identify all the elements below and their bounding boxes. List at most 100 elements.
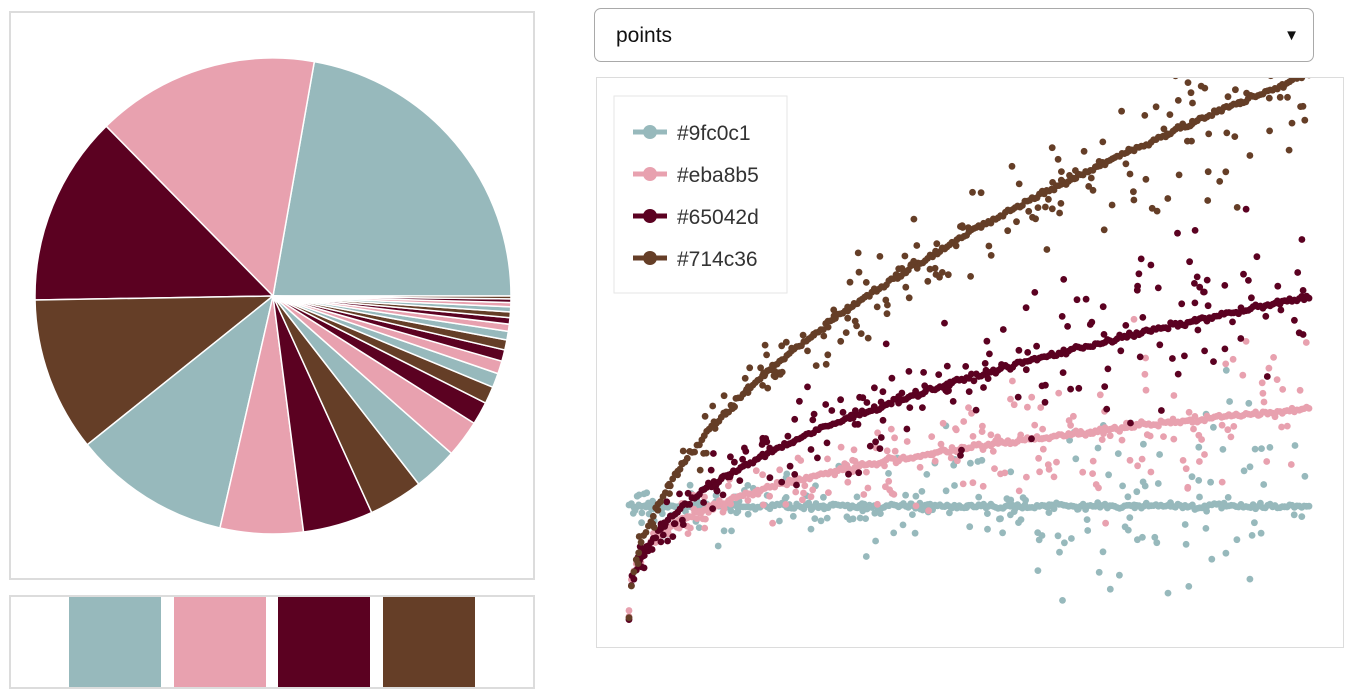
scatter-point xyxy=(760,501,767,509)
scatter-point xyxy=(962,363,970,370)
pie-slice-2[interactable] xyxy=(105,57,316,298)
scatter-point xyxy=(1151,533,1159,541)
scatter-point xyxy=(883,447,891,455)
scatter-point xyxy=(1089,186,1097,194)
scatter-point xyxy=(890,529,898,537)
scatter-point xyxy=(635,549,643,557)
scatter-point xyxy=(895,265,903,273)
scatter-point xyxy=(846,278,854,286)
scatter-point xyxy=(1246,463,1254,471)
scatter-point xyxy=(1126,170,1134,178)
scatter-point xyxy=(837,443,845,451)
scatter-point xyxy=(923,471,931,478)
scatter-point xyxy=(1068,535,1075,542)
scatter-point xyxy=(1054,155,1062,163)
scatter-point xyxy=(855,268,863,276)
scatter-point xyxy=(761,372,768,380)
scatter-point xyxy=(1126,456,1134,464)
swatch-3[interactable] xyxy=(278,597,370,687)
scatter-point xyxy=(1036,468,1043,476)
swatch-2[interactable] xyxy=(174,597,266,687)
scatter-point xyxy=(1119,482,1126,490)
scatter-point xyxy=(678,460,685,467)
scatter-point xyxy=(1232,86,1239,94)
scatter-point xyxy=(919,506,927,514)
scatter-point xyxy=(794,454,802,462)
scatter-point xyxy=(863,468,870,476)
scatter-point xyxy=(776,466,784,474)
scatter-point xyxy=(674,467,682,475)
scatter-point xyxy=(727,500,735,508)
scatter-point xyxy=(1259,389,1267,397)
scatter-point xyxy=(1288,119,1296,127)
scatter-point xyxy=(1239,371,1247,379)
scatter-point xyxy=(1260,398,1268,406)
scatter-point xyxy=(1160,125,1168,133)
scatter-point xyxy=(1136,353,1144,361)
scatter-point xyxy=(814,454,821,462)
scatter-point xyxy=(985,242,993,250)
scatter-point xyxy=(1042,203,1049,211)
scatter-point xyxy=(1037,404,1045,411)
scatter-point xyxy=(951,482,958,489)
swatch-1[interactable] xyxy=(69,597,161,687)
scatter-point xyxy=(946,378,954,386)
scatter-point xyxy=(1153,539,1161,547)
scatter-point xyxy=(957,452,964,459)
scatter-point xyxy=(874,500,881,508)
pie-slice-24[interactable] xyxy=(272,295,512,300)
scatter-point xyxy=(1024,349,1032,356)
scatter-point xyxy=(1227,433,1235,441)
pie-slice-4[interactable] xyxy=(34,295,276,446)
scatter-point xyxy=(1298,513,1306,520)
scatter-point xyxy=(1155,422,1162,430)
pie-slice-5[interactable] xyxy=(86,294,275,529)
scatter-point xyxy=(700,499,707,506)
scatter-point xyxy=(1273,376,1281,383)
scatter-point xyxy=(1229,318,1236,326)
swatch-4[interactable] xyxy=(383,597,475,687)
scatter-point xyxy=(1196,283,1204,291)
scatter-point xyxy=(1001,469,1009,477)
scatter-point xyxy=(1070,412,1077,420)
scatter-point xyxy=(1045,509,1053,516)
scatter-point xyxy=(1105,471,1112,479)
scatter-point xyxy=(640,552,648,559)
scatter-point xyxy=(1201,347,1208,355)
scatter-point xyxy=(954,457,961,465)
scatter-point xyxy=(905,294,913,302)
scatter-point xyxy=(898,389,906,397)
scatter-point xyxy=(877,510,884,517)
scatter-point xyxy=(744,510,752,518)
pie-slice-3[interactable] xyxy=(34,125,275,301)
scatter-point xyxy=(850,300,858,307)
scatter-point xyxy=(1294,269,1302,276)
scatter-point xyxy=(649,520,657,528)
scatter-point xyxy=(652,534,660,542)
scatter-point xyxy=(1174,97,1182,104)
scatter-point xyxy=(1074,506,1081,513)
scatter-point xyxy=(631,507,639,514)
scatter-point xyxy=(660,519,668,527)
scatter-point xyxy=(1251,519,1258,527)
pie-slice-1[interactable] xyxy=(272,60,512,297)
chart-mode-select[interactable]: points ▼ xyxy=(594,8,1314,62)
scatter-point xyxy=(803,501,811,509)
scatter-point xyxy=(812,362,820,369)
scatter-point xyxy=(1202,525,1210,532)
scatter-point xyxy=(699,515,707,523)
scatter-point xyxy=(1100,430,1107,437)
scatter-point xyxy=(969,188,976,196)
scatter-point xyxy=(1222,360,1230,368)
scatter-point xyxy=(1121,523,1129,531)
scatter-point xyxy=(663,498,671,506)
scatter-point xyxy=(642,502,649,510)
scatter-point xyxy=(1163,130,1171,138)
scatter-point xyxy=(998,361,1005,368)
scatter-point xyxy=(856,393,863,401)
series-714c36 xyxy=(625,0,1313,622)
scatter-point xyxy=(810,410,818,418)
scatter-point xyxy=(1099,138,1107,146)
scatter-point xyxy=(720,392,728,400)
scatter-point xyxy=(700,450,707,457)
